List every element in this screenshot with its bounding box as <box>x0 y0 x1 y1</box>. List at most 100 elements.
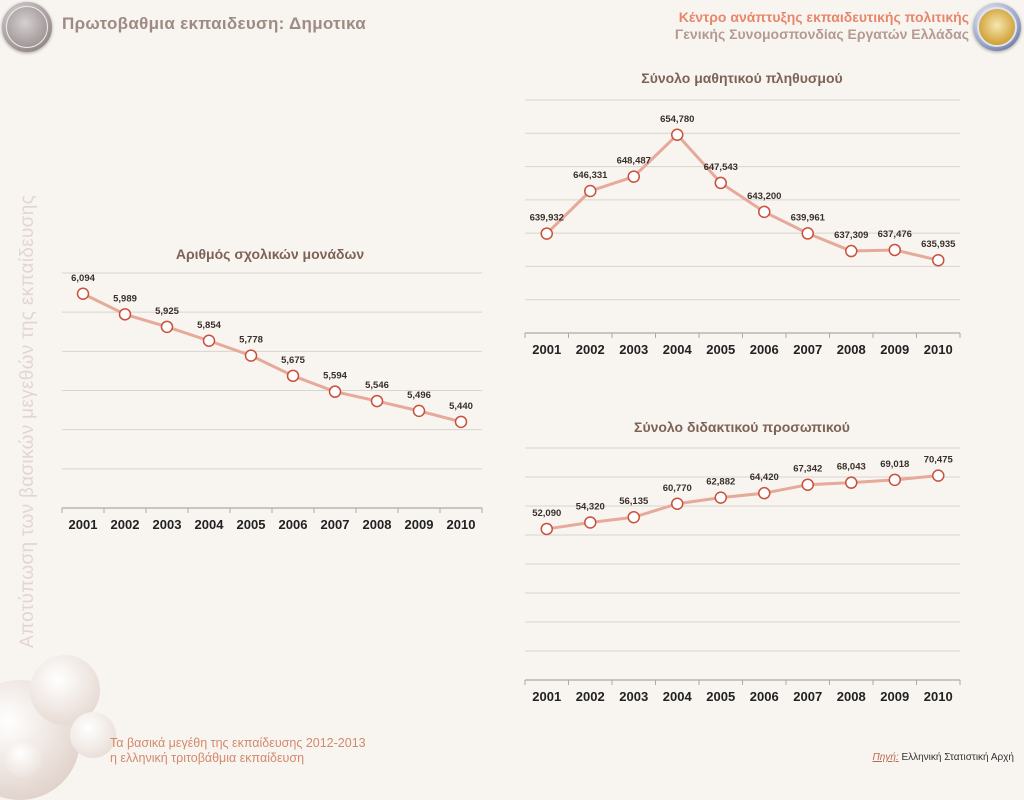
data-label: 52,090 <box>532 508 561 519</box>
data-point <box>758 486 771 500</box>
data-point <box>286 369 300 383</box>
x-tick-label: 2003 <box>153 517 182 532</box>
x-tick-label: 2001 <box>532 689 561 704</box>
source-value: Ελληνική Στατιστική Αρχή <box>901 752 1014 763</box>
data-label: 646,331 <box>573 170 608 181</box>
data-label: 5,778 <box>239 335 263 346</box>
data-label: 648,487 <box>617 156 651 167</box>
organization-logo <box>2 2 52 52</box>
students-line-chart: Σύνολο μαθητικού πληθυσμού 2001 2002 2003 20… <box>524 70 961 357</box>
x-tick-label: 2010 <box>447 517 476 532</box>
x-tick-label: 2008 <box>837 342 866 357</box>
x-tick-label: 2007 <box>793 342 822 357</box>
x-tick-label: 2003 <box>619 689 648 704</box>
x-tick-label: 2004 <box>195 517 225 532</box>
page-title: Πρωτοβαθμια εκπαιδευση: Δημοτικα <box>62 14 366 33</box>
data-label: 637,476 <box>878 229 912 240</box>
data-label: 5,989 <box>113 293 137 304</box>
data-point <box>370 394 384 408</box>
data-label: 5,594 <box>323 371 347 382</box>
data-point <box>627 510 640 524</box>
x-tick-label: 2002 <box>111 517 140 532</box>
data-point <box>584 516 597 529</box>
data-label: 639,961 <box>791 212 826 223</box>
data-label: 654,780 <box>660 114 694 125</box>
data-label: 643,200 <box>747 191 781 202</box>
series-line <box>546 474 939 531</box>
organization-name-line1: Κέντρο ανάπτυξης εκπαιδευτικής πολιτικής <box>678 9 969 25</box>
data-point <box>671 128 684 142</box>
chart-title: Σύνολο μαθητικού πληθυσμού <box>641 70 842 86</box>
x-tick-label: 2010 <box>924 342 953 357</box>
x-tick-label: 2010 <box>924 689 953 704</box>
data-label: 67,342 <box>793 464 822 475</box>
data-point <box>160 320 174 334</box>
data-point <box>845 476 858 489</box>
data-point <box>801 227 814 240</box>
data-point <box>454 415 468 429</box>
chart-title: Σύνολο διδακτικού προσωπικού <box>634 419 850 435</box>
data-point <box>540 522 553 536</box>
data-point <box>671 497 684 511</box>
series-line <box>545 133 939 262</box>
data-point <box>845 244 858 258</box>
data-point <box>584 184 597 198</box>
data-point <box>76 287 90 301</box>
data-label: 5,675 <box>281 355 305 366</box>
x-tick-label: 2009 <box>405 517 434 532</box>
data-point <box>118 308 132 321</box>
data-label: 62,882 <box>706 477 735 488</box>
x-tick-label: 2006 <box>750 342 779 357</box>
x-tick-label: 2002 <box>576 689 605 704</box>
data-label: 639,932 <box>530 213 564 224</box>
data-label: 70,475 <box>924 455 954 466</box>
data-label: 69,018 <box>880 459 909 470</box>
data-point <box>932 253 945 267</box>
x-tick-label: 2007 <box>793 689 822 704</box>
source-label: Πηγή: <box>872 752 899 763</box>
data-point <box>932 469 945 482</box>
x-tick-label: 2005 <box>237 517 266 532</box>
data-label: 5,854 <box>197 320 221 331</box>
x-tick-label: 2006 <box>279 517 308 532</box>
footer-line2: η ελληνική τριτοβάθμια εκπαίδευση <box>110 751 305 765</box>
x-tick-label: 2004 <box>663 689 693 704</box>
data-point <box>244 349 258 362</box>
side-title: Αποτύπωση των βασικών μεγεθών της εκπαίδ… <box>17 194 38 648</box>
data-label: 64,420 <box>750 472 779 483</box>
data-point <box>714 176 727 190</box>
data-point <box>888 243 901 257</box>
data-label: 647,543 <box>704 162 738 173</box>
footer-text: Τα βασικά μεγέθη της εκπαίδευσης 2012-20… <box>110 736 366 766</box>
x-tick-label: 2008 <box>837 689 866 704</box>
x-tick-label: 2003 <box>619 342 648 357</box>
data-label: 68,043 <box>837 462 866 473</box>
footer-line1: Τα βασικά μεγέθη της εκπαίδευσης 2012-20… <box>110 736 366 750</box>
data-point <box>758 205 771 219</box>
x-tick-label: 2002 <box>576 342 605 357</box>
x-tick-label: 2004 <box>663 342 693 357</box>
organization-name-line2: Γενικής Συνομοσπονδίας Εργατών Ελλάδας <box>674 26 969 42</box>
data-label: 637,309 <box>834 230 868 241</box>
x-tick-label: 2008 <box>363 517 392 532</box>
data-label: 6,094 <box>71 273 95 284</box>
series-line <box>82 292 462 424</box>
x-tick-label: 2005 <box>706 342 735 357</box>
data-label: 635,935 <box>921 239 956 250</box>
x-tick-label: 2009 <box>880 689 909 704</box>
x-tick-label: 2006 <box>750 689 779 704</box>
data-label: 5,496 <box>407 390 431 401</box>
data-label: 5,440 <box>449 401 473 412</box>
data-label: 60,770 <box>663 483 692 494</box>
data-point <box>714 491 727 504</box>
x-tick-label: 2005 <box>706 689 735 704</box>
x-tick-label: 2001 <box>532 342 561 357</box>
data-point <box>328 385 342 398</box>
data-point <box>540 227 553 240</box>
data-label: 56,135 <box>619 496 649 507</box>
x-tick-label: 2007 <box>321 517 350 532</box>
data-point <box>202 334 216 348</box>
data-label: 54,320 <box>576 501 605 512</box>
data-label: 5,546 <box>365 380 389 391</box>
data-point <box>627 170 640 183</box>
